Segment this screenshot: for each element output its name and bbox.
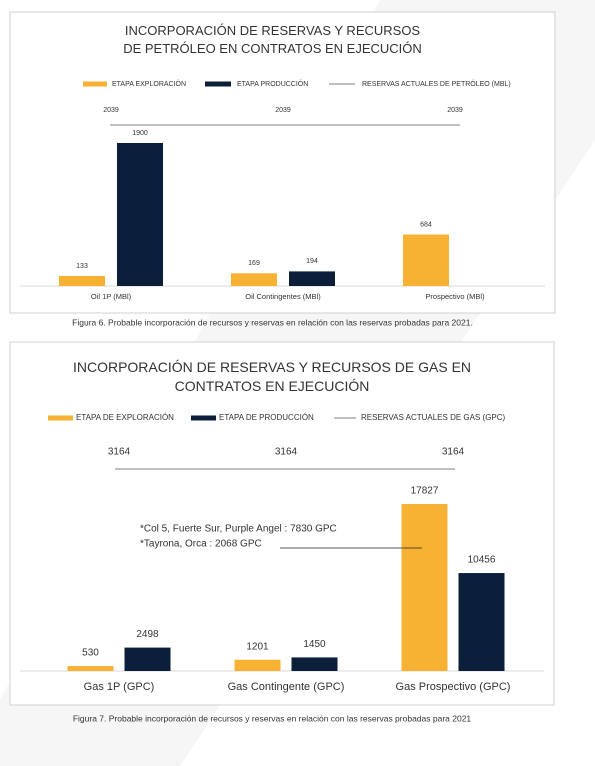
- legend-swatch: [191, 415, 216, 421]
- annotation: *Col 5, Fuerte Sur, Purple Angel : 7830 …: [140, 524, 337, 535]
- reference-label: 2039: [103, 107, 119, 114]
- chart-title: INCORPORACIÓN DE RESERVAS Y RECURSOS DE …: [123, 23, 422, 56]
- value-label: 684: [420, 221, 432, 228]
- legend-label: RESERVAS ACTUALES DE GAS (GPC): [361, 413, 506, 422]
- value-label: 1201: [246, 641, 269, 652]
- x-tick-label: Gas Contingente (GPC): [228, 681, 345, 693]
- reference-label: 3164: [442, 447, 465, 458]
- legend-swatch: [205, 81, 231, 87]
- legend-swatch: [83, 81, 107, 87]
- bar: [231, 273, 277, 286]
- caption: Figura 7. Probable incorporación de recu…: [73, 713, 472, 723]
- reference-label: 3164: [275, 447, 298, 458]
- legend-label: ETAPA EXPLORACIÓN: [112, 79, 186, 88]
- x-tick-label: Oil 1P (MBl): [91, 292, 132, 301]
- value-label: 133: [76, 263, 88, 270]
- bar: [117, 143, 163, 286]
- bar: [458, 573, 505, 671]
- legend-label: RESERVAS ACTUALES DE PETRÓLEO (MBL): [362, 79, 511, 88]
- legend-label: ETAPA PRODUCCIÓN: [237, 79, 308, 88]
- value-label: 169: [248, 260, 260, 267]
- bar: [289, 271, 335, 286]
- bar: [59, 275, 105, 286]
- legend-swatch: [48, 415, 73, 421]
- value-label: 194: [306, 258, 318, 265]
- chart-title: INCORPORACIÓN DE RESERVAS Y RECURSOS DE …: [72, 359, 472, 394]
- reference-label: 2039: [447, 107, 463, 114]
- value-label: 10456: [468, 555, 496, 566]
- value-label: 2498: [136, 629, 159, 640]
- reference-label: 3164: [108, 447, 131, 458]
- x-tick-label: Gas Prospectivo (GPC): [396, 681, 511, 693]
- annotation: *Tayrona, Orca : 2068 GPC: [140, 539, 262, 550]
- value-label: 17827: [411, 486, 439, 497]
- bar: [124, 647, 171, 671]
- chart-frame: [9, 11, 556, 314]
- legend-label: ETAPA DE EXPLORACIÓN: [76, 413, 174, 422]
- caption: Figura 6. Probable incorporación de recu…: [72, 317, 473, 327]
- bar: [67, 666, 114, 671]
- value-label: 530: [82, 648, 99, 659]
- x-tick-label: Oil Contingentes (MBl): [245, 292, 321, 301]
- bar: [401, 504, 448, 671]
- bar: [234, 659, 281, 671]
- reference-label: 2039: [275, 107, 291, 114]
- value-label: 1450: [303, 639, 326, 650]
- bar: [291, 657, 338, 671]
- value-label: 1900: [132, 130, 148, 137]
- x-tick-label: Gas 1P (GPC): [84, 681, 155, 693]
- x-tick-label: Prospectivo (MBl): [425, 292, 485, 301]
- bar: [403, 234, 449, 286]
- legend-label: ETAPA DE PRODUCCIÓN: [219, 413, 314, 422]
